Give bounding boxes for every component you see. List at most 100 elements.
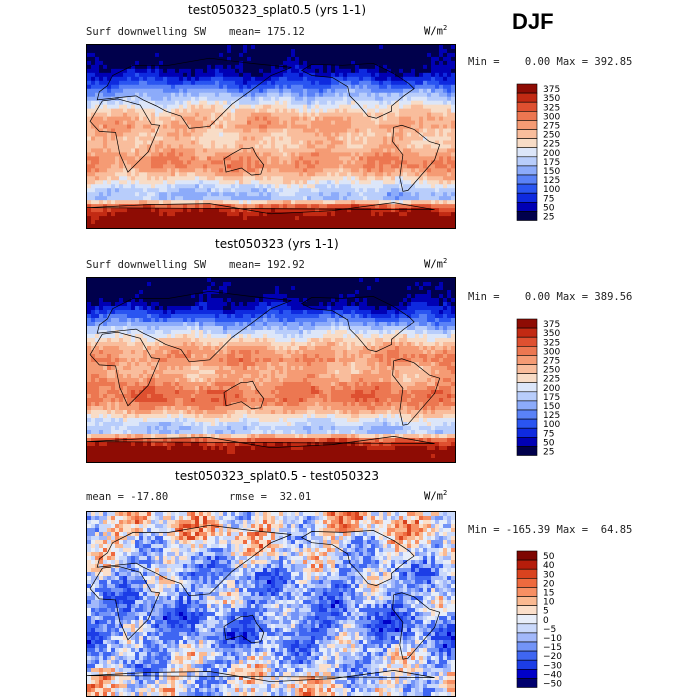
- europe-asia-outline: [96, 290, 292, 363]
- colorbar-tick-label: 250: [543, 131, 560, 141]
- season-title: DJF: [512, 9, 554, 34]
- panel-3-units: W/m2: [424, 489, 448, 503]
- colorbar-swatch: [516, 202, 538, 212]
- colorbar-tick-label: 125: [543, 176, 560, 186]
- colorbar-swatch: [516, 120, 538, 130]
- panel-1-units: W/m2: [424, 24, 448, 38]
- africa-outline: [89, 565, 161, 641]
- europe-asia-outline: [96, 57, 292, 129]
- colorbar-tick-label: 100: [543, 185, 560, 195]
- map1-coastlines: [87, 290, 441, 449]
- colorbar-tick-label: 375: [543, 85, 560, 95]
- antarctica-outline: [87, 436, 435, 449]
- antarctica-outline: [87, 670, 435, 683]
- panel-2-mean-label: mean= 192.92: [229, 259, 305, 271]
- colorbar-tick-label: 5: [543, 607, 549, 617]
- colorbar-swatch: [516, 83, 538, 94]
- panel-3-minmax: Min = -165.39 Max = 64.85: [468, 524, 633, 536]
- colorbar-swatch: [516, 211, 538, 221]
- colorbar-swatch: [516, 605, 538, 615]
- colorbar-tick-label: 225: [543, 375, 560, 385]
- colorbar-swatch: [516, 391, 538, 402]
- colorbar-swatch: [516, 382, 538, 393]
- colorbar-swatch: [516, 138, 538, 148]
- colorbar-tick-label: 10: [543, 598, 555, 608]
- south-america-outline: [392, 358, 441, 426]
- panel-2-map: [86, 277, 456, 463]
- colorbar-tick-label: 325: [543, 338, 560, 348]
- panel-1-map: [86, 44, 456, 229]
- colorbar-tick-label: 200: [543, 149, 560, 159]
- colorbar-swatch: [516, 110, 538, 121]
- australia-outline: [223, 380, 265, 410]
- colorbar-swatch: [516, 192, 538, 203]
- colorbar-swatch: [516, 632, 538, 643]
- colorbar-swatch: [516, 437, 538, 447]
- colorbar-swatch: [516, 165, 538, 176]
- panel-3-map-field: [87, 512, 455, 696]
- colorbar-tick-label: 300: [543, 347, 560, 357]
- colorbar-swatch: [516, 336, 538, 347]
- colorbar-swatch: [516, 129, 538, 139]
- panel-2-map-field: [87, 278, 455, 462]
- north-america-outline: [300, 62, 415, 119]
- colorbar-swatch: [516, 614, 538, 625]
- colorbar-tick-label: −30: [543, 661, 562, 671]
- colorbar-tick-label: 50: [543, 438, 555, 448]
- colorbar-tick-label: 125: [543, 411, 560, 421]
- colorbar-tick-label: 300: [543, 112, 560, 122]
- colorbar-tick-label: 0: [543, 616, 549, 626]
- colorbar-swatch: [516, 623, 538, 634]
- colorbar-tick-label: 375: [543, 320, 560, 330]
- colorbar-swatch: [516, 156, 538, 167]
- colorbar-swatch: [516, 559, 538, 570]
- colorbar-tick-label: 15: [543, 589, 554, 599]
- panel-1-map-field: [87, 45, 455, 228]
- map1-cells: [87, 278, 455, 462]
- colorbar-swatch: [516, 659, 538, 670]
- australia-outline: [223, 147, 265, 176]
- colorbar-swatch: [516, 373, 538, 383]
- colorbar-swatch: [516, 183, 538, 194]
- colorbar-swatch: [516, 596, 538, 606]
- colorbar-tick-label: 275: [543, 122, 560, 132]
- europe-asia-outline: [96, 524, 292, 597]
- colorbar-tick-label: 225: [543, 140, 560, 150]
- colorbar-swatch: [516, 650, 538, 661]
- map2-coastlines: [87, 524, 441, 683]
- colorbar-tick-label: −20: [543, 652, 562, 662]
- north-america-outline: [300, 530, 415, 586]
- colorbar-tick-label: 20: [543, 579, 555, 589]
- colorbar-tick-label: 350: [543, 94, 560, 104]
- colorbar-tick-label: 150: [543, 402, 560, 412]
- australia-outline: [223, 614, 265, 644]
- colorbar-tick-label: 100: [543, 420, 560, 430]
- panel-1-variable-label: Surf downwelling SW: [86, 26, 207, 38]
- colorbar-swatch: [516, 587, 538, 597]
- colorbar-tick-label: 250: [543, 366, 560, 376]
- colorbar-tick-label: 150: [543, 167, 560, 177]
- panel-1-title: test050323_splat0.5 (yrs 1-1): [188, 3, 367, 17]
- colorbar-swatch: [516, 418, 538, 429]
- antarctica-outline: [87, 202, 435, 215]
- colorbar-swatch: [516, 345, 538, 356]
- map2-cells: [87, 512, 455, 696]
- colorbar-swatch: [516, 355, 538, 365]
- colorbar-tick-label: 350: [543, 329, 560, 339]
- panel-1-minmax: Min = 0.00 Max = 392.85: [468, 56, 633, 68]
- panel-3-map: [86, 511, 456, 697]
- panel-2-colorbar-svg: 3753503253002752502252001751501251007550…: [516, 318, 560, 458]
- north-america-outline: [300, 296, 415, 352]
- africa-outline: [89, 98, 161, 173]
- colorbar-swatch: [516, 147, 538, 158]
- colorbar-swatch: [516, 92, 538, 103]
- map0-coastlines: [87, 57, 441, 215]
- south-america-outline: [392, 592, 441, 660]
- panel-2-minmax: Min = 0.00 Max = 389.56: [468, 291, 633, 303]
- colorbar-tick-label: 75: [543, 429, 554, 439]
- colorbar-swatch: [516, 174, 538, 185]
- colorbar-tick-label: 175: [543, 393, 560, 403]
- colorbar-swatch: [516, 318, 538, 329]
- colorbar-tick-label: −5: [543, 625, 556, 635]
